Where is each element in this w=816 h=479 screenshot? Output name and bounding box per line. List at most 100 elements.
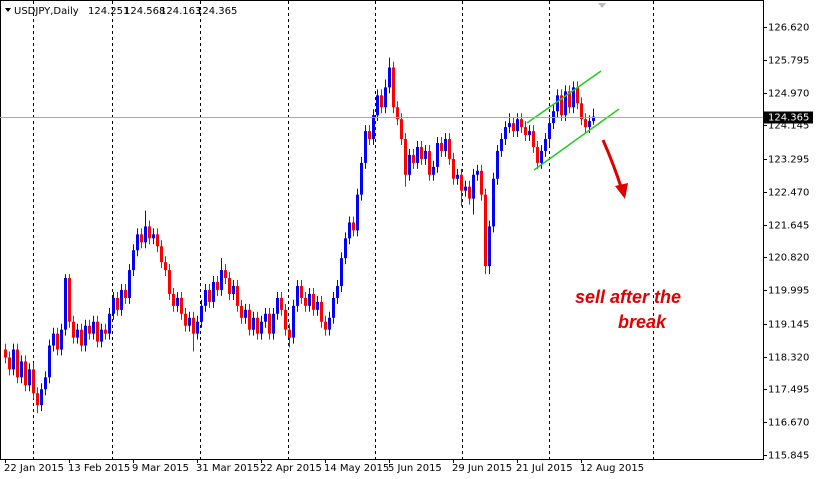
candle-body [584,119,587,128]
candle-body [240,305,243,318]
candle-body [580,103,583,120]
candle-body [4,349,7,358]
y-tick-label: 121.645 [768,221,809,232]
candle-body [256,317,259,334]
candle-body [448,139,451,159]
candle-body [512,123,515,132]
candle-body [416,146,419,163]
candle-body [52,333,55,346]
candle-body [268,313,271,334]
candle-body [244,309,247,318]
candle-body [248,309,251,330]
candles [4,57,595,414]
candle-body [44,377,47,390]
candle-body [372,115,375,140]
candle-body [24,361,27,386]
candle-body [68,278,71,322]
x-tick-label: 5 Jun 2015 [388,463,442,474]
channel-upper [526,70,602,124]
candle-body [124,289,127,298]
candle-body [88,325,91,334]
candle-body [420,146,423,159]
candle-body [352,222,355,231]
candle-body [220,270,223,290]
candle-body [36,393,39,406]
candle-body [236,285,239,306]
candle-body [316,301,319,310]
arrow-head [615,183,628,199]
candle-body [120,289,123,310]
candle-body [504,127,507,140]
y-tick-label: 122.470 [768,188,809,199]
candle-body [156,234,159,247]
candle-body [472,174,475,199]
candle-body [492,178,495,227]
candle-body [192,317,195,334]
x-tick-label: 22 Jan 2015 [4,463,64,474]
candle-body [384,87,387,108]
header-low: 124.163 [160,6,201,17]
header-open: 124.251 [88,6,129,17]
candle-body [8,357,11,370]
candle-body [76,329,79,338]
candle-body [396,107,399,120]
candle-body [112,297,115,314]
candle-body [160,246,163,263]
candle-body [400,119,403,140]
candle-body [320,301,323,322]
candle-body [224,270,227,279]
candle-body [500,139,503,151]
candle-body [412,154,415,163]
candle-body [468,186,471,199]
candle-body [432,166,435,175]
y-tick-label: 119.145 [768,320,809,331]
candle-body [140,234,143,243]
x-tick-label: 29 Jun 2015 [452,463,512,474]
y-tick-label: 120.820 [768,253,809,264]
candle-body [168,270,171,294]
y-tick-label: 123.295 [768,155,809,166]
candle-body [380,95,383,108]
candle-body [308,293,311,306]
candle-body [108,313,111,334]
y-tick-label: 117.495 [768,385,809,396]
annotation: break [618,312,667,332]
candle-body [332,297,335,318]
candle-body [592,116,595,122]
candle-body [464,186,467,191]
candle-body [524,127,527,136]
menu-triangle[interactable] [5,8,11,12]
candle-body [260,321,263,334]
candle-body [456,174,459,179]
candle-body [176,297,179,306]
candle-body [564,91,567,116]
candle-body [32,369,35,394]
candle-body [392,67,395,108]
shift-marker [598,3,606,8]
header-close: 124.365 [196,6,237,17]
candle-body [132,250,135,271]
candle-body [376,95,379,116]
candle-body [544,139,547,151]
x-tick-label: 22 Apr 2015 [260,463,322,474]
candle-body [292,305,295,338]
y-tick-label: 116.670 [768,418,809,429]
candle-body [520,119,523,128]
candle-body [272,313,275,334]
candle-body [128,270,131,298]
candle-body [484,194,487,267]
candle-body [196,321,199,334]
vertical-separators [33,1,654,459]
candle-body [496,150,499,179]
candle-body [356,194,359,231]
candle-body [540,150,543,163]
x-tick-label: 13 Feb 2015 [68,463,130,474]
candle-body [408,154,411,175]
candle-body [568,91,571,108]
candle-body [348,222,351,239]
candle-body [104,329,107,334]
candle-body [452,158,455,179]
candle-body [144,226,147,243]
y-tick-label: 124.145 [768,121,809,132]
